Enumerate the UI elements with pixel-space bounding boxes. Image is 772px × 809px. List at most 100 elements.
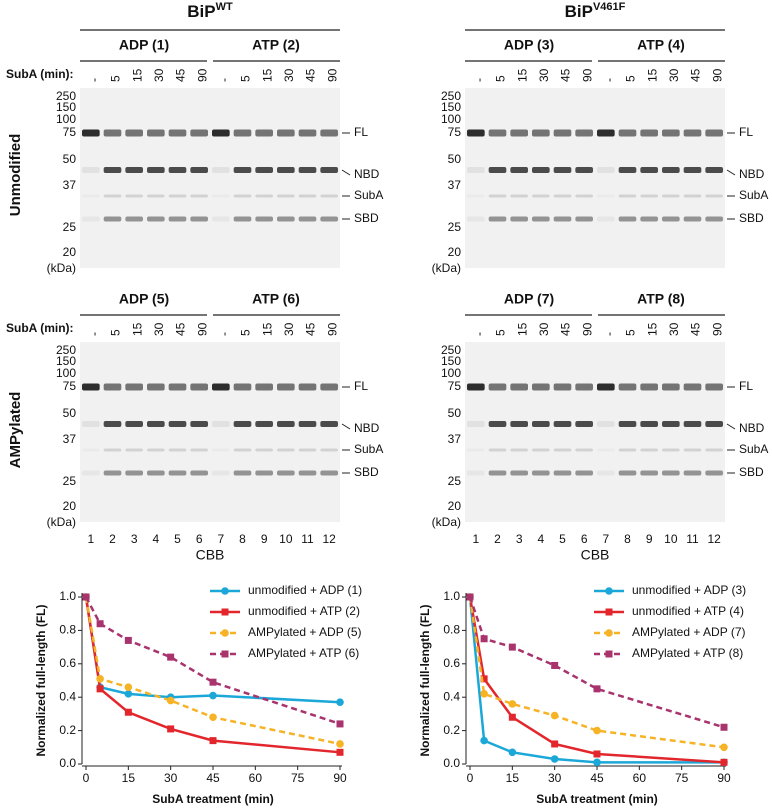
- gel-band: [320, 194, 338, 198]
- gel-band: [683, 448, 702, 452]
- gel-band: [597, 129, 615, 137]
- lane-number: 6: [581, 532, 588, 546]
- gel-band: [190, 470, 208, 476]
- series-marker: [508, 748, 517, 757]
- gel-band: [82, 449, 100, 452]
- series-marker: [508, 643, 516, 651]
- lane-number: 10: [279, 532, 293, 546]
- gel-band: [467, 421, 485, 427]
- gel-band: [298, 470, 317, 476]
- gel-band: [190, 216, 208, 222]
- legend-marker: [221, 629, 229, 637]
- gel-band: [662, 383, 680, 391]
- gel-band: [255, 470, 273, 476]
- marker-label: 25: [448, 220, 462, 234]
- legend-marker: [221, 587, 229, 595]
- gel-band: [147, 421, 165, 427]
- series-marker: [96, 685, 104, 693]
- series-line: [468, 596, 725, 764]
- band-label: SBD: [739, 211, 764, 225]
- legend-marker: [605, 587, 613, 595]
- marker-label: 150: [441, 100, 461, 114]
- band-tick: [341, 169, 351, 176]
- lane-number: 3: [131, 532, 138, 546]
- lane-label: 30: [152, 68, 166, 82]
- gel-band: [618, 421, 637, 427]
- lane-number: 4: [537, 532, 544, 546]
- lane-label: 15: [260, 322, 274, 336]
- gel-band: [575, 216, 593, 222]
- suba-label: SubA (min):: [6, 321, 74, 335]
- gel-band: [575, 421, 593, 427]
- gel-band: [255, 194, 273, 198]
- gel-band: [618, 448, 637, 452]
- gel-band: [147, 383, 165, 391]
- gel-band: [82, 129, 100, 137]
- series-marker: [96, 620, 104, 628]
- band-label: FL: [739, 379, 753, 393]
- x-tick-label: 90: [333, 771, 347, 785]
- gel-band: [320, 470, 338, 476]
- x-tick-label: 0: [83, 771, 90, 785]
- legend-label: AMPylated + ADP (5): [248, 625, 362, 639]
- lane-number: 2: [109, 532, 116, 546]
- marker-label: 100: [441, 366, 461, 380]
- gel-band: [683, 216, 702, 222]
- gel-band: [467, 383, 485, 391]
- marker-label: 37: [448, 432, 462, 446]
- gel-band: [705, 448, 723, 452]
- marker-unit: (kDa): [432, 261, 461, 275]
- gel-band: [597, 470, 615, 476]
- marker-label: 75: [63, 379, 77, 393]
- gel-band: [298, 167, 317, 173]
- lane-number: 3: [516, 532, 523, 546]
- band-label: SBD: [354, 465, 379, 479]
- gel-band: [510, 448, 528, 452]
- series-line: [468, 596, 725, 749]
- x-tick-label: 75: [291, 771, 305, 785]
- gel-band: [575, 470, 593, 476]
- gel-band: [618, 194, 637, 198]
- gel-band: [103, 448, 122, 452]
- lane-label: 30: [282, 322, 296, 336]
- gel-band: [277, 129, 295, 137]
- gel-band: [597, 167, 615, 173]
- lane-label: 90: [325, 68, 339, 82]
- title-base: BiP: [187, 2, 215, 21]
- gel-band: [255, 129, 273, 137]
- y-tick-label: 1.0: [443, 589, 460, 603]
- marker-label: 100: [56, 112, 76, 126]
- series-line: [84, 596, 341, 726]
- y-tick-label: 0.6: [443, 656, 460, 670]
- x-tick-label: 60: [249, 771, 263, 785]
- lane-label: -: [87, 332, 101, 336]
- band-label: NBD: [354, 167, 380, 181]
- lane-label: 30: [282, 68, 296, 82]
- gel-band: [277, 448, 295, 452]
- gel-band: [683, 470, 702, 476]
- lane-number: 8: [239, 532, 246, 546]
- gel-band: [212, 421, 230, 427]
- lane-label: 45: [174, 322, 188, 336]
- gel-band: [298, 448, 317, 452]
- gel-band: [640, 383, 658, 391]
- gel-band: [168, 167, 187, 173]
- gel-band: [705, 194, 723, 198]
- gel-band: [532, 448, 550, 452]
- series-marker: [480, 635, 488, 643]
- marker-label: 50: [448, 406, 462, 420]
- gel-band: [618, 383, 637, 391]
- gel-band: [683, 194, 702, 198]
- legend-marker: [221, 608, 229, 616]
- gel-band: [255, 421, 273, 427]
- lane-label: 90: [325, 322, 339, 336]
- gel-band: [212, 195, 230, 198]
- gel-band: [510, 167, 528, 173]
- marker-label: 250: [56, 343, 76, 357]
- condition-label: ADP (1): [119, 37, 169, 53]
- lane-number: 5: [559, 532, 566, 546]
- gel-band: [488, 448, 507, 452]
- condition-label: ATP (2): [252, 37, 300, 53]
- gel-band: [705, 421, 723, 427]
- band-label: SubA: [354, 442, 383, 456]
